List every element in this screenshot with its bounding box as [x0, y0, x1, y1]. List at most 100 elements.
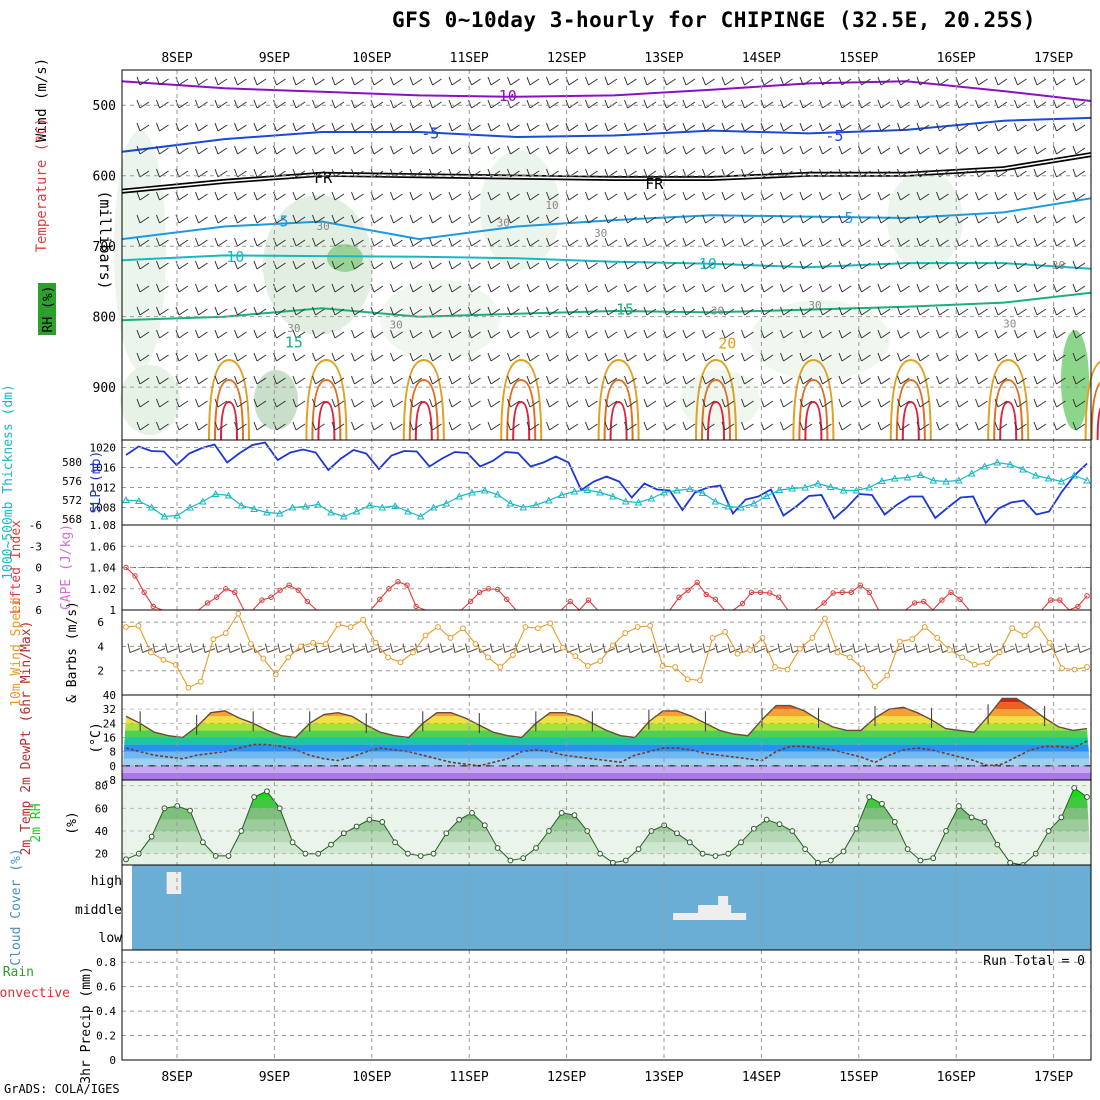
upper-wind-barb	[448, 145, 462, 155]
rh-marker	[199, 839, 206, 846]
wind-barb	[590, 643, 603, 653]
upper-wind-barb	[955, 375, 969, 385]
wind-barb	[1052, 643, 1066, 653]
upper-wind-barb	[195, 306, 208, 316]
upper-wind-barb	[1014, 398, 1027, 408]
wind-barb	[202, 643, 216, 653]
contour-label: 5	[280, 213, 289, 231]
wind-ytick: 2	[97, 665, 104, 678]
upper-wind-barb	[292, 421, 306, 431]
upper-wind-barb	[390, 375, 403, 385]
date-label-top: 12SEP	[547, 51, 586, 66]
upper-wind-barb	[975, 283, 988, 293]
upper-wind-barb	[877, 76, 891, 86]
upper-wind-barb	[643, 329, 657, 339]
warm-contour	[500, 358, 543, 441]
thickness-marker	[929, 476, 938, 484]
upper-wind-barb	[234, 214, 247, 224]
warm-contour	[993, 378, 1024, 441]
wind-marker	[160, 656, 167, 663]
upper-wind-barb	[507, 260, 520, 270]
precip-total-label: Total / Rain	[0, 965, 34, 980]
upper-wind-barb	[975, 99, 988, 109]
upper-wind-barb	[760, 145, 774, 155]
rh-marker	[366, 816, 373, 823]
wind-marker	[522, 624, 529, 630]
upper-wind-barb	[643, 283, 657, 293]
lifted-marker	[739, 600, 746, 607]
upper-wind-barb	[643, 306, 657, 316]
upper-wind-barb	[604, 283, 618, 293]
upper-wind-barb	[448, 329, 462, 339]
upper-wind-barb	[1072, 329, 1086, 339]
upper-wind-barb	[643, 421, 657, 431]
upper-wind-barb	[1072, 99, 1086, 109]
lifted-marker	[1084, 593, 1090, 599]
isotherm-10	[121, 254, 1092, 270]
upper-wind-barb	[487, 260, 501, 270]
upper-wind-barb	[468, 214, 481, 224]
upper-wind-barb	[331, 99, 345, 109]
lifted-marker	[232, 589, 238, 595]
upper-wind-barb	[897, 421, 910, 431]
upper-wind-barb	[1053, 352, 1066, 362]
upper-wind-barb	[1014, 283, 1027, 293]
thickness-marker	[1044, 474, 1053, 482]
upper-wind-barb	[916, 421, 930, 431]
rh-marker	[815, 859, 821, 866]
upper-wind-barb	[780, 145, 793, 155]
upper-wind-barb	[624, 145, 637, 155]
upper-wind-barb	[312, 191, 325, 201]
upper-wind-barb	[643, 375, 657, 385]
upper-wind-barb	[507, 329, 520, 339]
wind-marker	[871, 683, 878, 690]
upper-wind-barb	[331, 214, 345, 224]
rh-marker	[802, 846, 809, 853]
upper-wind-barb	[1014, 329, 1027, 339]
lifted-ytick: -6	[29, 519, 42, 532]
upper-wind-barb	[468, 76, 481, 86]
upper-air-ytick: 700	[93, 240, 116, 255]
upper-wind-barb	[916, 237, 930, 247]
rh-marker	[635, 846, 642, 853]
upper-wind-barb	[897, 237, 910, 247]
upper-wind-barb	[1033, 145, 1047, 155]
upper-wind-barb	[487, 306, 501, 316]
upper-wind-barb	[195, 99, 208, 109]
wind-barb	[827, 643, 841, 653]
thickness-marker	[698, 488, 707, 496]
precip-ytick: 0.8	[96, 956, 116, 969]
temp-unit-label: (°C)	[89, 722, 104, 753]
upper-wind-barb	[799, 421, 813, 431]
upper-wind-barb	[370, 99, 384, 109]
upper-wind-barb	[819, 421, 832, 431]
precip-ylabel: 3hr Precip (mm)	[79, 966, 94, 1083]
upper-wind-barb	[175, 421, 189, 431]
wind-marker	[859, 665, 866, 672]
upper-wind-barb	[370, 122, 384, 132]
rh-ytick: 40	[95, 825, 108, 838]
contour-label: 15	[616, 301, 634, 319]
upper-wind-barb	[234, 145, 247, 155]
upper-wind-barb	[175, 260, 189, 270]
upper-wind-barb	[409, 260, 423, 270]
temp-ytick: 32	[103, 703, 116, 716]
wind-marker	[185, 684, 192, 691]
upper-wind-barb	[156, 168, 169, 178]
thickness-marker	[993, 458, 1002, 466]
upper-wind-barb	[585, 375, 598, 385]
upper-wind-barb	[975, 122, 988, 132]
wind-barb	[1002, 643, 1016, 653]
thickness-marker	[609, 492, 617, 500]
upper-wind-barb	[1072, 145, 1086, 155]
wind-barb	[1077, 643, 1091, 653]
contour-label: 30	[497, 217, 510, 230]
thickness-marker	[750, 499, 758, 507]
upper-wind-barb	[156, 214, 169, 224]
upper-wind-barb	[1053, 145, 1066, 155]
precip-convective-label: Convective	[0, 986, 70, 1001]
upper-wind-barb	[663, 352, 676, 362]
thickness-marker	[967, 469, 976, 477]
upper-wind-barb	[682, 260, 696, 270]
upper-wind-barb	[526, 214, 540, 224]
